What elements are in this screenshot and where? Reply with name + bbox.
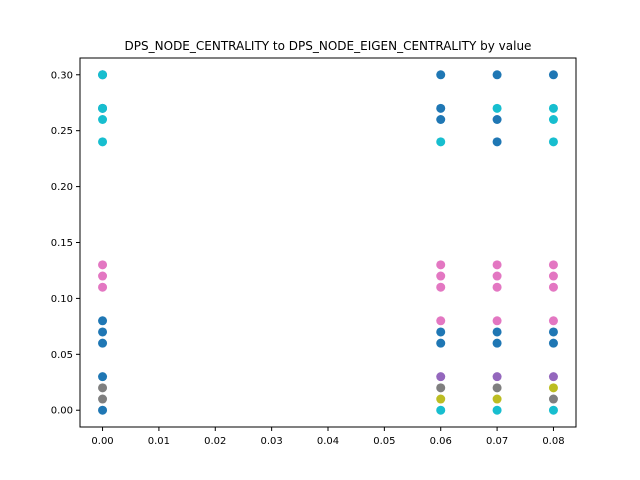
data-point (436, 405, 446, 415)
data-point (492, 282, 502, 292)
data-point (436, 115, 446, 124)
data-point (548, 115, 558, 124)
y-axis-ticks: 0.00 0.05 0.10 0.15 0.20 0.25 0.30 (51, 70, 80, 417)
data-point (548, 372, 558, 382)
data-point (98, 338, 108, 348)
data-point (492, 394, 502, 404)
data-point (98, 372, 108, 382)
data-point (98, 282, 108, 292)
data-point (436, 316, 446, 326)
y-tick-label: 0.25 (51, 126, 73, 137)
data-point (492, 70, 502, 80)
y-tick-label: 0.30 (51, 70, 73, 81)
data-point (436, 271, 446, 281)
data-point (492, 115, 502, 124)
data-point (436, 338, 446, 348)
data-point (492, 383, 502, 393)
data-point (492, 137, 502, 147)
data-points (98, 70, 558, 415)
data-point (548, 383, 558, 393)
data-point (492, 372, 502, 382)
y-tick-label: 0.20 (51, 182, 73, 193)
data-point (98, 103, 108, 113)
data-point (548, 260, 558, 270)
data-point (492, 316, 502, 326)
data-point (436, 327, 446, 337)
data-point (98, 383, 108, 393)
data-point (548, 405, 558, 415)
data-point (98, 260, 108, 270)
data-point (548, 70, 558, 80)
x-tick-label: 0.02 (204, 436, 226, 447)
x-tick-label: 0.00 (91, 436, 113, 447)
data-point (492, 271, 502, 281)
data-point (98, 327, 108, 337)
x-tick-label: 0.01 (148, 436, 170, 447)
data-point (436, 282, 446, 292)
y-tick-label: 0.10 (51, 294, 73, 305)
data-point (548, 282, 558, 292)
x-tick-label: 0.06 (430, 436, 452, 447)
data-point (548, 137, 558, 147)
x-tick-label: 0.03 (261, 436, 283, 447)
data-point (548, 316, 558, 326)
data-point (436, 103, 446, 113)
data-point (548, 103, 558, 113)
plot-area-frame (79, 57, 577, 428)
data-point (548, 327, 558, 337)
data-point (436, 394, 446, 404)
x-tick-label: 0.07 (486, 436, 508, 447)
data-point (98, 405, 108, 415)
data-point (492, 327, 502, 337)
data-point (548, 271, 558, 281)
data-point (492, 338, 502, 348)
data-point (492, 260, 502, 270)
y-tick-label: 0.00 (51, 406, 73, 417)
data-point (492, 405, 502, 415)
x-tick-label: 0.05 (373, 436, 395, 447)
data-point (548, 394, 558, 404)
data-point (98, 115, 108, 124)
x-axis-ticks: 0.00 0.01 0.02 0.03 0.04 0.05 0.06 0.07 0.08 (91, 427, 565, 447)
chart-title: DPS_NODE_CENTRALITY to DPS_NODE_EIGEN_CE… (125, 39, 532, 53)
data-point (98, 271, 108, 281)
data-point (98, 394, 108, 404)
data-point (436, 260, 446, 270)
data-point (436, 137, 446, 147)
data-point (436, 70, 446, 80)
x-tick-label: 0.08 (542, 436, 564, 447)
y-tick-label: 0.15 (51, 238, 73, 249)
data-point (436, 383, 446, 393)
x-tick-label: 0.04 (317, 436, 339, 447)
data-point (548, 338, 558, 348)
data-point (98, 137, 108, 147)
data-point (98, 70, 108, 80)
data-point (492, 103, 502, 113)
data-point (98, 316, 108, 326)
data-point (436, 372, 446, 382)
y-tick-label: 0.05 (51, 350, 73, 361)
